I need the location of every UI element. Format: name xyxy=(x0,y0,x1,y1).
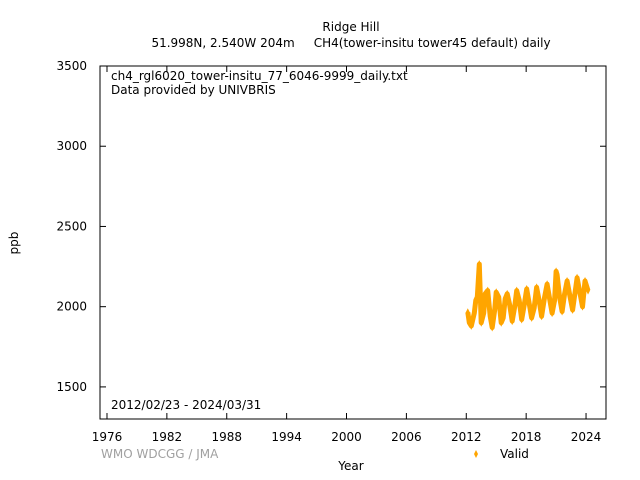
period-label: 2012/02/23 - 2024/03/31 xyxy=(111,398,261,412)
y-ticks: 1500 2000 2500 3000 3500 xyxy=(56,59,606,394)
plot-frame xyxy=(99,65,607,420)
data-point xyxy=(568,293,573,302)
x-tick-label: 2000 xyxy=(331,430,362,444)
data-point xyxy=(505,289,510,298)
legend-label-valid: Valid xyxy=(500,447,529,461)
data-point xyxy=(583,277,588,286)
data-point xyxy=(501,313,506,322)
data-point xyxy=(494,288,499,297)
provider-label: Data provided by UNIVBRIS xyxy=(111,83,276,97)
data-points xyxy=(465,260,591,332)
x-tick-label: 2018 xyxy=(511,430,542,444)
data-point xyxy=(496,293,501,302)
data-point xyxy=(488,312,493,321)
data-point xyxy=(475,293,480,302)
data-point xyxy=(565,277,570,286)
y-tick-label: 2500 xyxy=(56,219,87,233)
data-point xyxy=(537,296,542,305)
legend: Valid xyxy=(474,447,529,461)
data-point xyxy=(539,312,544,321)
x-tick-label: 2024 xyxy=(571,430,602,444)
data-point xyxy=(524,285,529,294)
chart-title: Ridge Hill xyxy=(322,20,379,34)
data-point xyxy=(552,296,557,305)
data-point xyxy=(477,260,482,269)
data-point xyxy=(472,309,477,318)
x-tick-label: 1988 xyxy=(211,430,242,444)
data-point xyxy=(573,288,578,297)
data-point xyxy=(532,304,537,313)
x-tick-label: 1982 xyxy=(152,430,183,444)
data-point xyxy=(527,299,532,308)
data-point xyxy=(519,315,524,324)
y-tick-label: 3000 xyxy=(56,139,87,153)
data-point xyxy=(465,308,470,317)
data-point xyxy=(580,302,585,311)
data-point xyxy=(512,302,517,311)
data-point xyxy=(483,289,488,298)
x-tick-label: 1994 xyxy=(271,430,302,444)
y-axis-label: ppb xyxy=(7,232,21,255)
x-tick-label: 2012 xyxy=(451,430,482,444)
data-point xyxy=(517,296,522,305)
data-point xyxy=(570,305,575,314)
y-tick-label: 2000 xyxy=(56,300,87,314)
data-point xyxy=(490,323,495,332)
data-point xyxy=(485,286,490,295)
data-point xyxy=(529,313,534,322)
plot-area: 1500 2000 2500 3000 3500 1976 1982 1988 1994 200… xyxy=(56,59,607,444)
credit-label: WMO WDCGG / JMA xyxy=(101,447,219,461)
data-point xyxy=(578,289,583,298)
x-ticks: 1976 1982 1988 1994 2000 2006 2012 2018 2024 xyxy=(92,66,602,444)
data-point xyxy=(547,294,552,303)
data-point xyxy=(481,309,486,318)
data-point xyxy=(586,286,591,295)
data-point xyxy=(469,321,474,330)
data-point xyxy=(503,294,508,303)
data-point xyxy=(562,289,567,298)
data-point xyxy=(492,305,497,314)
data-point xyxy=(575,273,580,282)
data-point xyxy=(557,293,562,302)
data-point xyxy=(550,309,555,318)
y-tick-label: 1500 xyxy=(56,380,87,394)
data-point xyxy=(560,307,565,316)
x-tick-label: 1976 xyxy=(92,430,123,444)
data-point xyxy=(534,283,539,292)
data-point xyxy=(555,270,560,279)
data-point xyxy=(542,293,547,302)
data-point xyxy=(514,286,519,295)
data-point xyxy=(479,318,484,327)
data-point xyxy=(522,301,527,310)
legend-marker-valid xyxy=(474,450,478,458)
file-label: ch4_rgl6020_tower-insitu_77_6046-9999_da… xyxy=(111,69,408,83)
data-point xyxy=(507,301,512,310)
data-point xyxy=(510,317,515,326)
data-point xyxy=(499,318,504,327)
data-point xyxy=(545,280,550,289)
x-axis-label: Year xyxy=(337,459,363,473)
x-tick-label: 2006 xyxy=(391,430,422,444)
chart-subtitle: 51.998N, 2.540W 204m CH4(tower-insitu to… xyxy=(151,36,550,50)
y-tick-label: 3500 xyxy=(56,59,87,73)
